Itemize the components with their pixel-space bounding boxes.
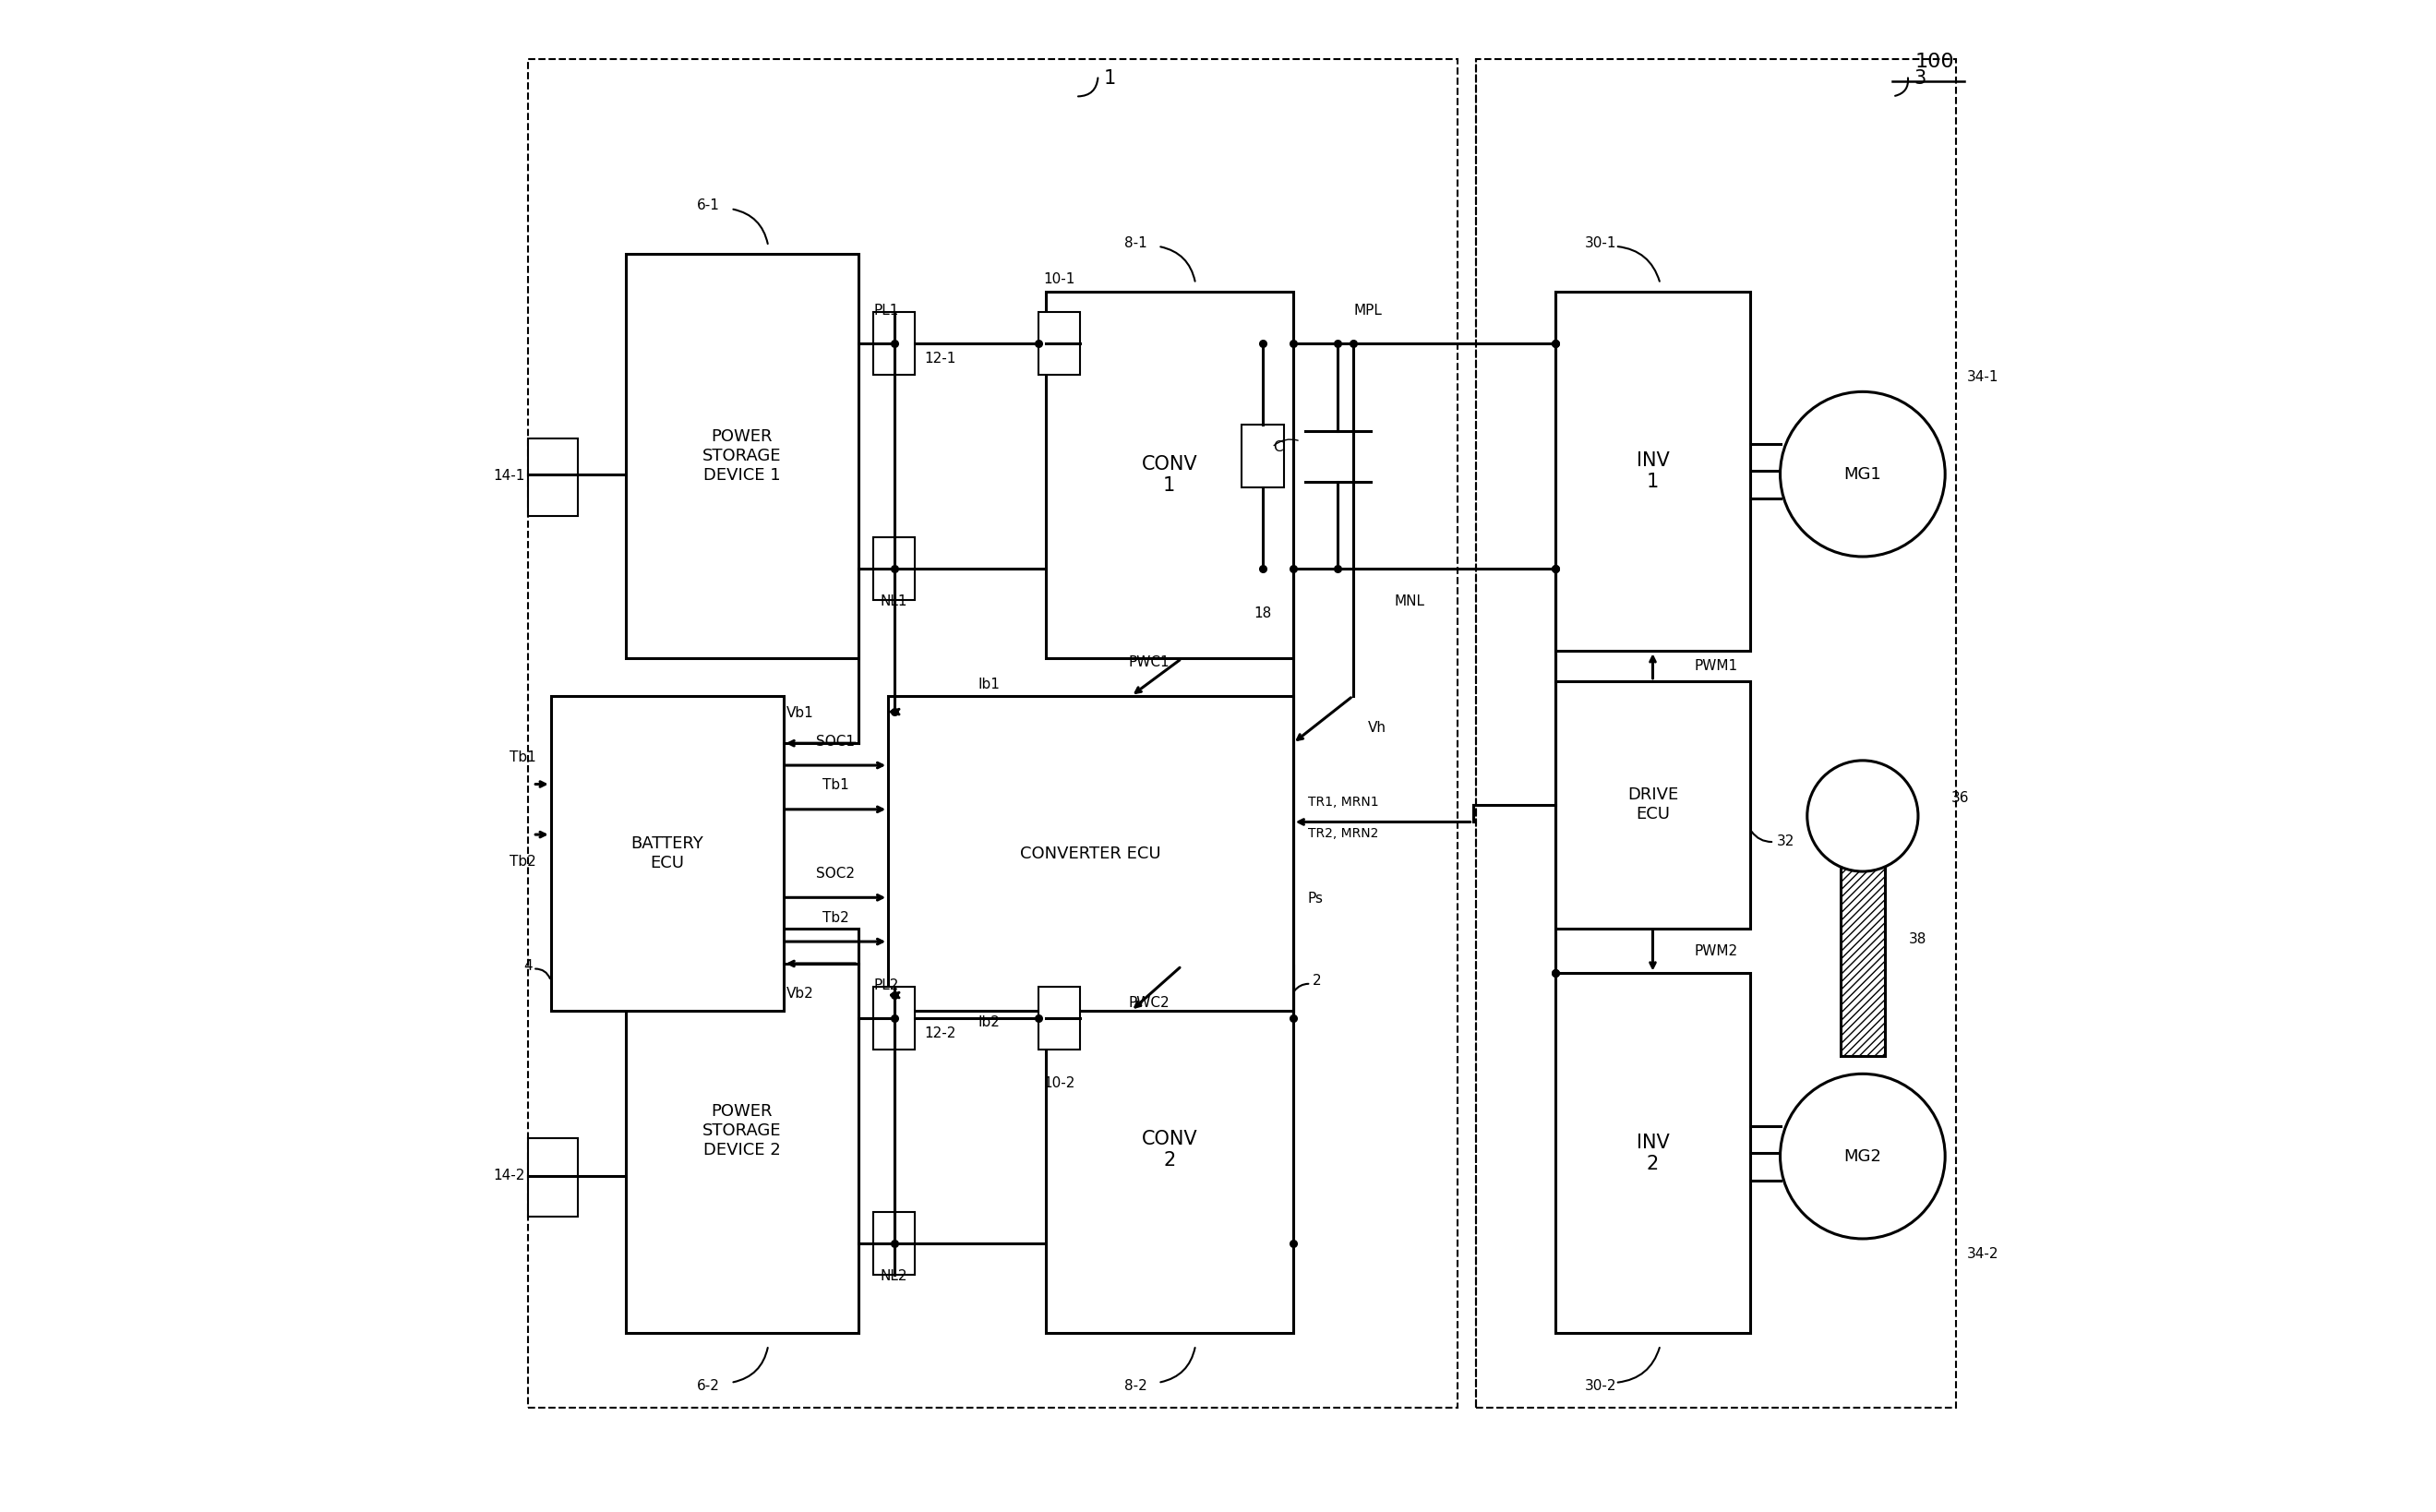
Text: PWM1: PWM1 (1695, 659, 1739, 673)
Text: CONV
1: CONV 1 (1142, 455, 1196, 494)
Bar (1038, 313, 1079, 375)
Text: 3: 3 (1915, 70, 1927, 88)
Text: Tb1: Tb1 (509, 750, 536, 764)
Text: Ib1: Ib1 (979, 677, 1001, 691)
Text: INV
1: INV 1 (1637, 451, 1669, 491)
Circle shape (1808, 761, 1917, 871)
Text: 2: 2 (1313, 974, 1320, 987)
Text: 14-1: 14-1 (495, 469, 526, 482)
Text: MNL: MNL (1396, 594, 1425, 608)
Text: PL1: PL1 (875, 304, 899, 318)
Text: 4: 4 (524, 959, 533, 972)
Bar (889, 696, 1294, 1012)
Bar (1045, 292, 1294, 659)
Text: SOC2: SOC2 (816, 866, 855, 880)
Text: 32: 32 (1778, 835, 1795, 848)
Bar (529, 59, 1457, 1408)
Bar (872, 537, 916, 600)
Text: Tb1: Tb1 (823, 779, 850, 792)
Text: TR1, MRN1: TR1, MRN1 (1308, 795, 1379, 809)
Text: SOC1: SOC1 (816, 735, 855, 748)
Circle shape (1781, 1074, 1944, 1238)
Bar (551, 696, 784, 1012)
Text: 30-1: 30-1 (1583, 236, 1615, 249)
Text: 8-2: 8-2 (1123, 1379, 1147, 1393)
Text: 8-1: 8-1 (1123, 236, 1147, 249)
Bar (626, 254, 857, 659)
Text: 10-1: 10-1 (1043, 272, 1074, 286)
Bar (1839, 824, 1885, 1055)
Bar (872, 987, 916, 1049)
Text: 30-2: 30-2 (1583, 1379, 1615, 1393)
Text: 36: 36 (1951, 791, 1968, 804)
Bar (872, 1211, 916, 1275)
Text: Ps: Ps (1308, 892, 1323, 906)
Bar (1045, 966, 1294, 1334)
Text: CONVERTER ECU: CONVERTER ECU (1021, 845, 1162, 862)
Text: Tb2: Tb2 (509, 854, 536, 868)
Text: POWER
STORAGE
DEVICE 2: POWER STORAGE DEVICE 2 (702, 1104, 782, 1158)
Text: Vb2: Vb2 (787, 987, 814, 1001)
Circle shape (1781, 392, 1944, 556)
Text: NL2: NL2 (879, 1269, 909, 1284)
Text: PWM2: PWM2 (1695, 943, 1739, 957)
Bar (1554, 680, 1749, 928)
Text: Vb1: Vb1 (787, 706, 814, 720)
Text: 12-1: 12-1 (923, 352, 955, 366)
Text: Vh: Vh (1369, 721, 1386, 735)
Text: DRIVE
ECU: DRIVE ECU (1627, 786, 1678, 823)
Text: Ib2: Ib2 (979, 1015, 1001, 1030)
Bar (529, 438, 577, 516)
Text: PL2: PL2 (875, 978, 899, 992)
Text: NL1: NL1 (879, 594, 909, 608)
Text: Tb2: Tb2 (823, 910, 850, 924)
Text: 14-2: 14-2 (495, 1169, 526, 1182)
Text: 38: 38 (1910, 933, 1927, 947)
Text: C: C (1274, 440, 1284, 454)
Bar (1554, 974, 1749, 1334)
Text: PWC2: PWC2 (1128, 996, 1169, 1010)
Text: 12-2: 12-2 (923, 1027, 955, 1040)
Text: BATTERY
ECU: BATTERY ECU (631, 836, 704, 871)
Text: POWER
STORAGE
DEVICE 1: POWER STORAGE DEVICE 1 (702, 429, 782, 484)
Text: 34-1: 34-1 (1966, 370, 1998, 384)
Bar (626, 928, 857, 1334)
Text: MPL: MPL (1354, 304, 1381, 318)
Text: INV
2: INV 2 (1637, 1134, 1669, 1173)
Text: 100: 100 (1915, 53, 1954, 71)
Text: 10-2: 10-2 (1043, 1077, 1074, 1090)
Bar (872, 313, 916, 375)
Text: TR2, MRN2: TR2, MRN2 (1308, 827, 1379, 841)
Text: 1: 1 (1104, 70, 1116, 88)
Bar (529, 1139, 577, 1216)
Bar (1038, 987, 1079, 1049)
Text: MG2: MG2 (1844, 1148, 1881, 1164)
Bar (1554, 292, 1749, 652)
Text: 18: 18 (1255, 606, 1272, 620)
Text: MG1: MG1 (1844, 466, 1881, 482)
Bar (1839, 824, 1885, 1055)
Bar (1476, 59, 1956, 1408)
Text: 6-2: 6-2 (697, 1379, 719, 1393)
Bar (1242, 425, 1284, 488)
Text: 6-1: 6-1 (697, 200, 719, 213)
Text: PWC1: PWC1 (1128, 655, 1169, 670)
Text: CONV
2: CONV 2 (1142, 1129, 1196, 1169)
Text: 34-2: 34-2 (1966, 1247, 1998, 1261)
